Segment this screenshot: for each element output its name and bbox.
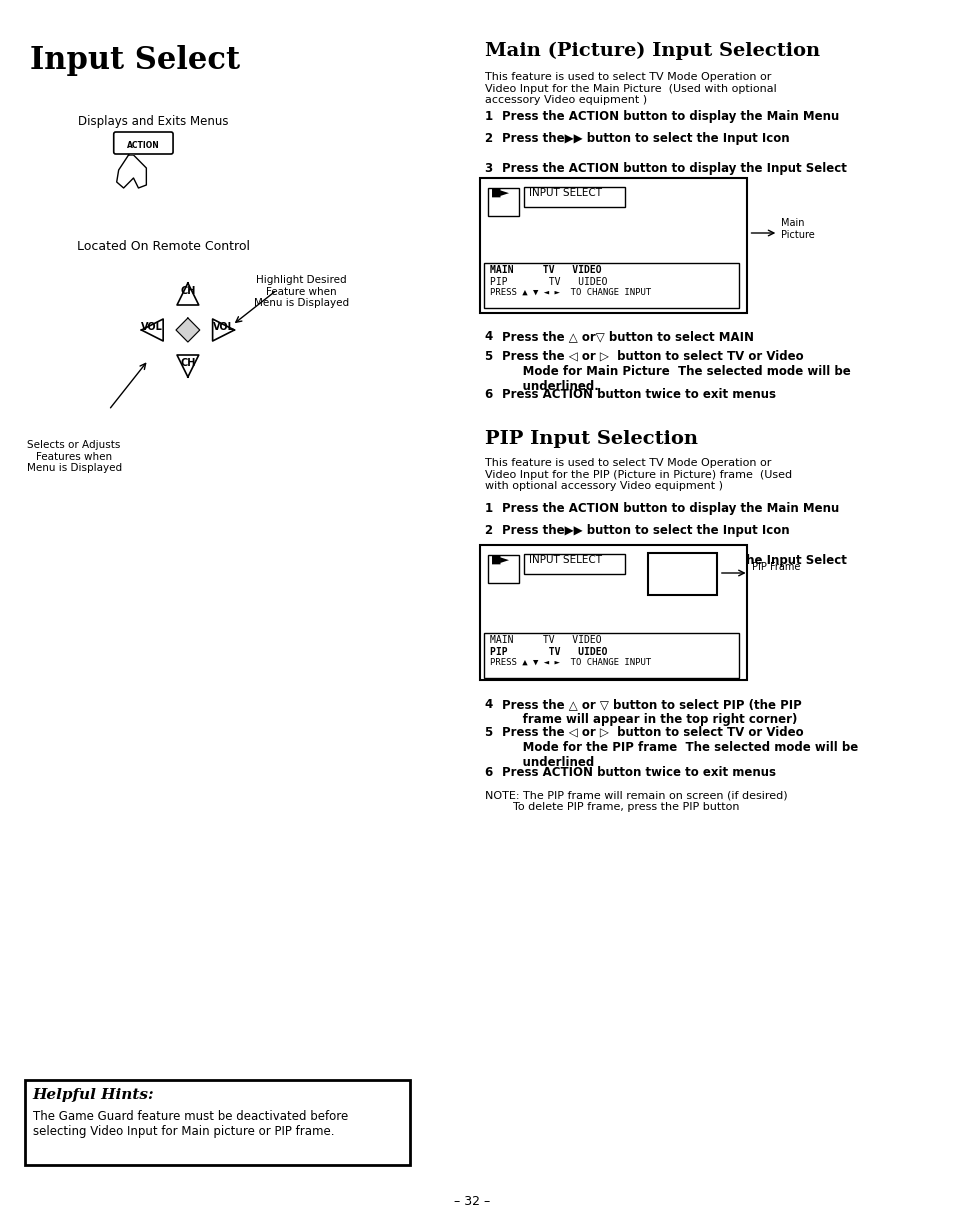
Text: Input Select: Input Select <box>30 45 239 76</box>
Text: Main
Picture: Main Picture <box>781 218 814 240</box>
Bar <box>25 1080 410 1165</box>
Text: MAIN     TV   VIDEO: MAIN TV VIDEO <box>489 635 600 645</box>
Text: CH: CH <box>180 286 195 296</box>
Text: PRESS ▲ ▼ ◄ ►  TO CHANGE INPUT: PRESS ▲ ▼ ◄ ► TO CHANGE INPUT <box>489 659 650 667</box>
Text: 5: 5 <box>484 350 493 364</box>
Text: 6: 6 <box>484 766 493 778</box>
Text: PIP       TV   UIDEO: PIP TV UIDEO <box>489 277 606 286</box>
Text: 2: 2 <box>484 524 492 537</box>
Text: Displays and Exits Menus: Displays and Exits Menus <box>78 115 229 129</box>
Bar <box>479 545 746 681</box>
Text: PRESS ▲ ▼ ◄ ►  TO CHANGE INPUT: PRESS ▲ ▼ ◄ ► TO CHANGE INPUT <box>489 288 650 297</box>
Text: Helpful Hints:: Helpful Hints: <box>32 1088 154 1102</box>
Bar <box>647 553 717 595</box>
Text: 6: 6 <box>484 388 493 401</box>
Polygon shape <box>213 319 234 341</box>
Text: INPUT SELECT: INPUT SELECT <box>529 554 601 565</box>
Text: Located On Remote Control: Located On Remote Control <box>76 240 250 253</box>
FancyBboxPatch shape <box>523 187 624 207</box>
Bar <box>483 633 738 678</box>
Text: Press the ACTION button to display the Main Menu: Press the ACTION button to display the M… <box>502 110 839 122</box>
Text: CH: CH <box>180 357 195 368</box>
Text: Main (Picture) Input Selection: Main (Picture) Input Selection <box>484 42 819 60</box>
Text: 3: 3 <box>484 554 492 567</box>
Text: Press the ◁ or ▷  button to select TV or Video
     Mode for Main Picture  The s: Press the ◁ or ▷ button to select TV or … <box>502 350 850 393</box>
Text: VOL: VOL <box>141 322 163 332</box>
Text: 3: 3 <box>484 162 492 175</box>
Text: This feature is used to select TV Mode Operation or
Video Input for the PIP (Pic: This feature is used to select TV Mode O… <box>484 458 791 491</box>
FancyBboxPatch shape <box>523 554 624 574</box>
Text: 2: 2 <box>484 132 492 144</box>
Text: This feature is used to select TV Mode Operation or
Video Input for the Main Pic: This feature is used to select TV Mode O… <box>484 72 776 105</box>
Text: PIP Frame: PIP Frame <box>751 562 800 572</box>
Text: 4: 4 <box>484 698 493 711</box>
Text: – 32 –: – 32 – <box>453 1195 489 1208</box>
Text: 4: 4 <box>484 330 493 343</box>
Polygon shape <box>177 355 198 377</box>
Text: INPUT SELECT: INPUT SELECT <box>529 188 601 198</box>
Text: Press ACTION button twice to exit menus: Press ACTION button twice to exit menus <box>502 766 776 778</box>
Polygon shape <box>177 283 198 305</box>
Text: Press the ACTION button to display the Input Select
     Menu: Press the ACTION button to display the I… <box>502 554 846 581</box>
Text: Press the ACTION button to display the Main Menu: Press the ACTION button to display the M… <box>502 502 839 515</box>
Text: MAIN     TV   VIDEO: MAIN TV VIDEO <box>489 266 600 275</box>
Text: ■►: ■► <box>491 188 510 198</box>
Text: VOL: VOL <box>213 322 234 332</box>
Bar <box>483 263 738 308</box>
Text: PIP       TV   UIDEO: PIP TV UIDEO <box>489 647 606 657</box>
Text: Press the ACTION button to display the Input Select
     Menu: Press the ACTION button to display the I… <box>502 162 846 190</box>
Polygon shape <box>116 155 146 188</box>
Bar <box>479 177 746 313</box>
Text: Press the △ or ▽ button to select PIP (the PIP
     frame will appear in the top: Press the △ or ▽ button to select PIP (t… <box>502 698 801 726</box>
Text: Press the▶▶ button to select the Input Icon: Press the▶▶ button to select the Input I… <box>502 132 789 144</box>
Bar <box>487 188 518 215</box>
Text: NOTE: The PIP frame will remain on screen (if desired)
        To delete PIP fra: NOTE: The PIP frame will remain on scree… <box>484 789 786 812</box>
Text: PIP Input Selection: PIP Input Selection <box>484 430 697 448</box>
Text: Press the▶▶ button to select the Input Icon: Press the▶▶ button to select the Input I… <box>502 524 789 537</box>
Text: Press ACTION button twice to exit menus: Press ACTION button twice to exit menus <box>502 388 776 401</box>
Text: 5: 5 <box>484 726 493 739</box>
FancyBboxPatch shape <box>113 132 172 154</box>
Text: The Game Guard feature must be deactivated before
selecting Video Input for Main: The Game Guard feature must be deactivat… <box>32 1110 348 1138</box>
Polygon shape <box>176 318 199 341</box>
Text: Press the △ or▽ button to select MAIN: Press the △ or▽ button to select MAIN <box>502 330 754 343</box>
Polygon shape <box>141 319 163 341</box>
Text: Highlight Desired
Feature when
Menu is Displayed: Highlight Desired Feature when Menu is D… <box>253 275 349 308</box>
Text: Selects or Adjusts
Features when
Menu is Displayed: Selects or Adjusts Features when Menu is… <box>27 439 122 474</box>
Text: 1: 1 <box>484 502 492 515</box>
Bar <box>487 554 518 583</box>
Text: 1: 1 <box>484 110 492 122</box>
Text: Press the ◁ or ▷  button to select TV or Video
     Mode for the PIP frame  The : Press the ◁ or ▷ button to select TV or … <box>502 726 858 769</box>
Text: ACTION: ACTION <box>127 141 159 151</box>
Text: ■►: ■► <box>491 554 510 565</box>
